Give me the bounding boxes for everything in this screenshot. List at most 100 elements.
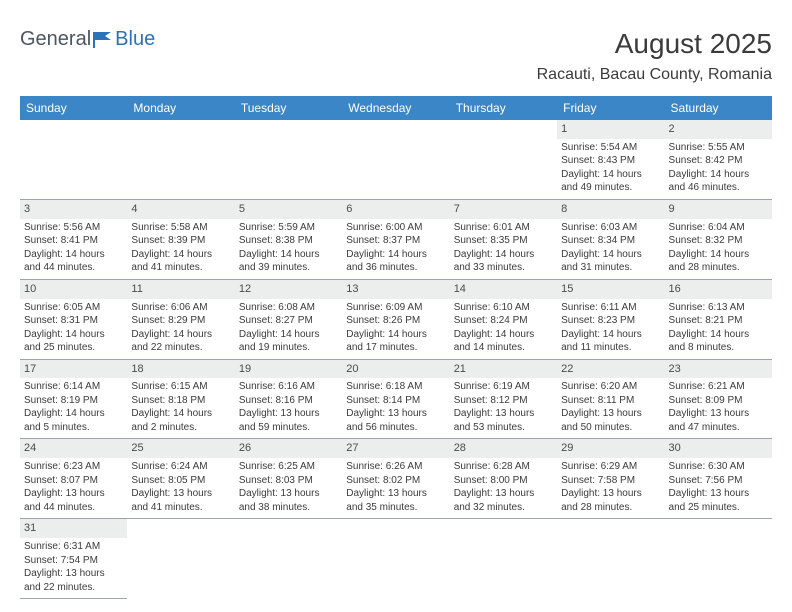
daylight-text: Daylight: 13 hours and 35 minutes. [346,487,445,514]
day-number: 21 [450,360,557,379]
calendar-cell [450,519,557,599]
sunrise-text: Sunrise: 6:11 AM [561,301,660,315]
logo-text-blue: Blue [115,28,155,51]
daylight-text: Daylight: 13 hours and 32 minutes. [454,487,553,514]
calendar-week-row: 3Sunrise: 5:56 AMSunset: 8:41 PMDaylight… [20,199,772,279]
calendar-cell [342,519,449,599]
sunset-text: Sunset: 7:56 PM [669,474,768,488]
day-number: 23 [665,360,772,379]
sunrise-text: Sunrise: 6:21 AM [669,380,768,394]
calendar-cell: 12Sunrise: 6:08 AMSunset: 8:27 PMDayligh… [235,279,342,359]
weekday-header: Thursday [450,96,557,120]
sunrise-text: Sunrise: 6:03 AM [561,221,660,235]
weekday-header: Tuesday [235,96,342,120]
weekday-header: Saturday [665,96,772,120]
sunrise-text: Sunrise: 6:24 AM [131,460,230,474]
daylight-text: Daylight: 13 hours and 50 minutes. [561,407,660,434]
calendar-cell: 24Sunrise: 6:23 AMSunset: 8:07 PMDayligh… [20,439,127,519]
daylight-text: Daylight: 14 hours and 39 minutes. [239,248,338,275]
day-number: 28 [450,439,557,458]
sunset-text: Sunset: 8:41 PM [24,234,123,248]
calendar-cell [235,519,342,599]
sunrise-text: Sunrise: 6:14 AM [24,380,123,394]
sunset-text: Sunset: 8:02 PM [346,474,445,488]
sunset-text: Sunset: 8:37 PM [346,234,445,248]
sunrise-text: Sunrise: 6:20 AM [561,380,660,394]
daylight-text: Daylight: 13 hours and 44 minutes. [24,487,123,514]
day-number: 30 [665,439,772,458]
day-number: 2 [665,120,772,139]
daylight-text: Daylight: 14 hours and 31 minutes. [561,248,660,275]
calendar-cell: 10Sunrise: 6:05 AMSunset: 8:31 PMDayligh… [20,279,127,359]
calendar-cell: 19Sunrise: 6:16 AMSunset: 8:16 PMDayligh… [235,359,342,439]
calendar-cell [20,120,127,199]
sunset-text: Sunset: 8:18 PM [131,394,230,408]
header: General Blue August 2025 Racauti, Bacau … [20,28,772,84]
calendar-week-row: 10Sunrise: 6:05 AMSunset: 8:31 PMDayligh… [20,279,772,359]
sunset-text: Sunset: 8:34 PM [561,234,660,248]
sunset-text: Sunset: 8:27 PM [239,314,338,328]
location: Racauti, Bacau County, Romania [537,66,772,84]
weekday-header: Wednesday [342,96,449,120]
daylight-text: Daylight: 14 hours and 25 minutes. [24,328,123,355]
sunrise-text: Sunrise: 6:15 AM [131,380,230,394]
day-number: 29 [557,439,664,458]
daylight-text: Daylight: 14 hours and 11 minutes. [561,328,660,355]
sunset-text: Sunset: 7:58 PM [561,474,660,488]
sunrise-text: Sunrise: 6:29 AM [561,460,660,474]
calendar-cell [450,120,557,199]
flag-icon [93,32,113,48]
month-title: August 2025 [537,28,772,60]
sunrise-text: Sunrise: 6:19 AM [454,380,553,394]
day-number: 25 [127,439,234,458]
day-number: 24 [20,439,127,458]
sunset-text: Sunset: 8:12 PM [454,394,553,408]
calendar-cell: 26Sunrise: 6:25 AMSunset: 8:03 PMDayligh… [235,439,342,519]
day-number: 22 [557,360,664,379]
daylight-text: Daylight: 14 hours and 44 minutes. [24,248,123,275]
daylight-text: Daylight: 14 hours and 36 minutes. [346,248,445,275]
logo: General Blue [20,28,155,51]
calendar-cell: 18Sunrise: 6:15 AMSunset: 8:18 PMDayligh… [127,359,234,439]
day-number: 15 [557,280,664,299]
day-number: 5 [235,200,342,219]
sunset-text: Sunset: 8:11 PM [561,394,660,408]
sunrise-text: Sunrise: 6:06 AM [131,301,230,315]
sunrise-text: Sunrise: 6:13 AM [669,301,768,315]
calendar-week-row: 31Sunrise: 6:31 AMSunset: 7:54 PMDayligh… [20,519,772,599]
sunset-text: Sunset: 8:03 PM [239,474,338,488]
day-number: 18 [127,360,234,379]
daylight-text: Daylight: 14 hours and 28 minutes. [669,248,768,275]
sunrise-text: Sunrise: 6:23 AM [24,460,123,474]
sunset-text: Sunset: 8:29 PM [131,314,230,328]
daylight-text: Daylight: 14 hours and 17 minutes. [346,328,445,355]
daylight-text: Daylight: 13 hours and 25 minutes. [669,487,768,514]
day-number: 4 [127,200,234,219]
sunrise-text: Sunrise: 6:00 AM [346,221,445,235]
calendar-cell: 28Sunrise: 6:28 AMSunset: 8:00 PMDayligh… [450,439,557,519]
sunrise-text: Sunrise: 5:54 AM [561,141,660,155]
daylight-text: Daylight: 14 hours and 33 minutes. [454,248,553,275]
day-number: 16 [665,280,772,299]
sunset-text: Sunset: 8:16 PM [239,394,338,408]
calendar-cell: 4Sunrise: 5:58 AMSunset: 8:39 PMDaylight… [127,199,234,279]
calendar-cell [557,519,664,599]
sunrise-text: Sunrise: 6:09 AM [346,301,445,315]
sunrise-text: Sunrise: 5:56 AM [24,221,123,235]
sunrise-text: Sunrise: 6:16 AM [239,380,338,394]
daylight-text: Daylight: 13 hours and 47 minutes. [669,407,768,434]
calendar-cell: 7Sunrise: 6:01 AMSunset: 8:35 PMDaylight… [450,199,557,279]
calendar-cell: 25Sunrise: 6:24 AMSunset: 8:05 PMDayligh… [127,439,234,519]
calendar-cell: 20Sunrise: 6:18 AMSunset: 8:14 PMDayligh… [342,359,449,439]
sunrise-text: Sunrise: 6:01 AM [454,221,553,235]
sunrise-text: Sunrise: 6:04 AM [669,221,768,235]
sunset-text: Sunset: 8:32 PM [669,234,768,248]
calendar-cell: 30Sunrise: 6:30 AMSunset: 7:56 PMDayligh… [665,439,772,519]
sunrise-text: Sunrise: 6:10 AM [454,301,553,315]
calendar-cell: 13Sunrise: 6:09 AMSunset: 8:26 PMDayligh… [342,279,449,359]
daylight-text: Daylight: 13 hours and 28 minutes. [561,487,660,514]
calendar-week-row: 24Sunrise: 6:23 AMSunset: 8:07 PMDayligh… [20,439,772,519]
day-number: 19 [235,360,342,379]
sunset-text: Sunset: 8:42 PM [669,154,768,168]
calendar-cell: 15Sunrise: 6:11 AMSunset: 8:23 PMDayligh… [557,279,664,359]
